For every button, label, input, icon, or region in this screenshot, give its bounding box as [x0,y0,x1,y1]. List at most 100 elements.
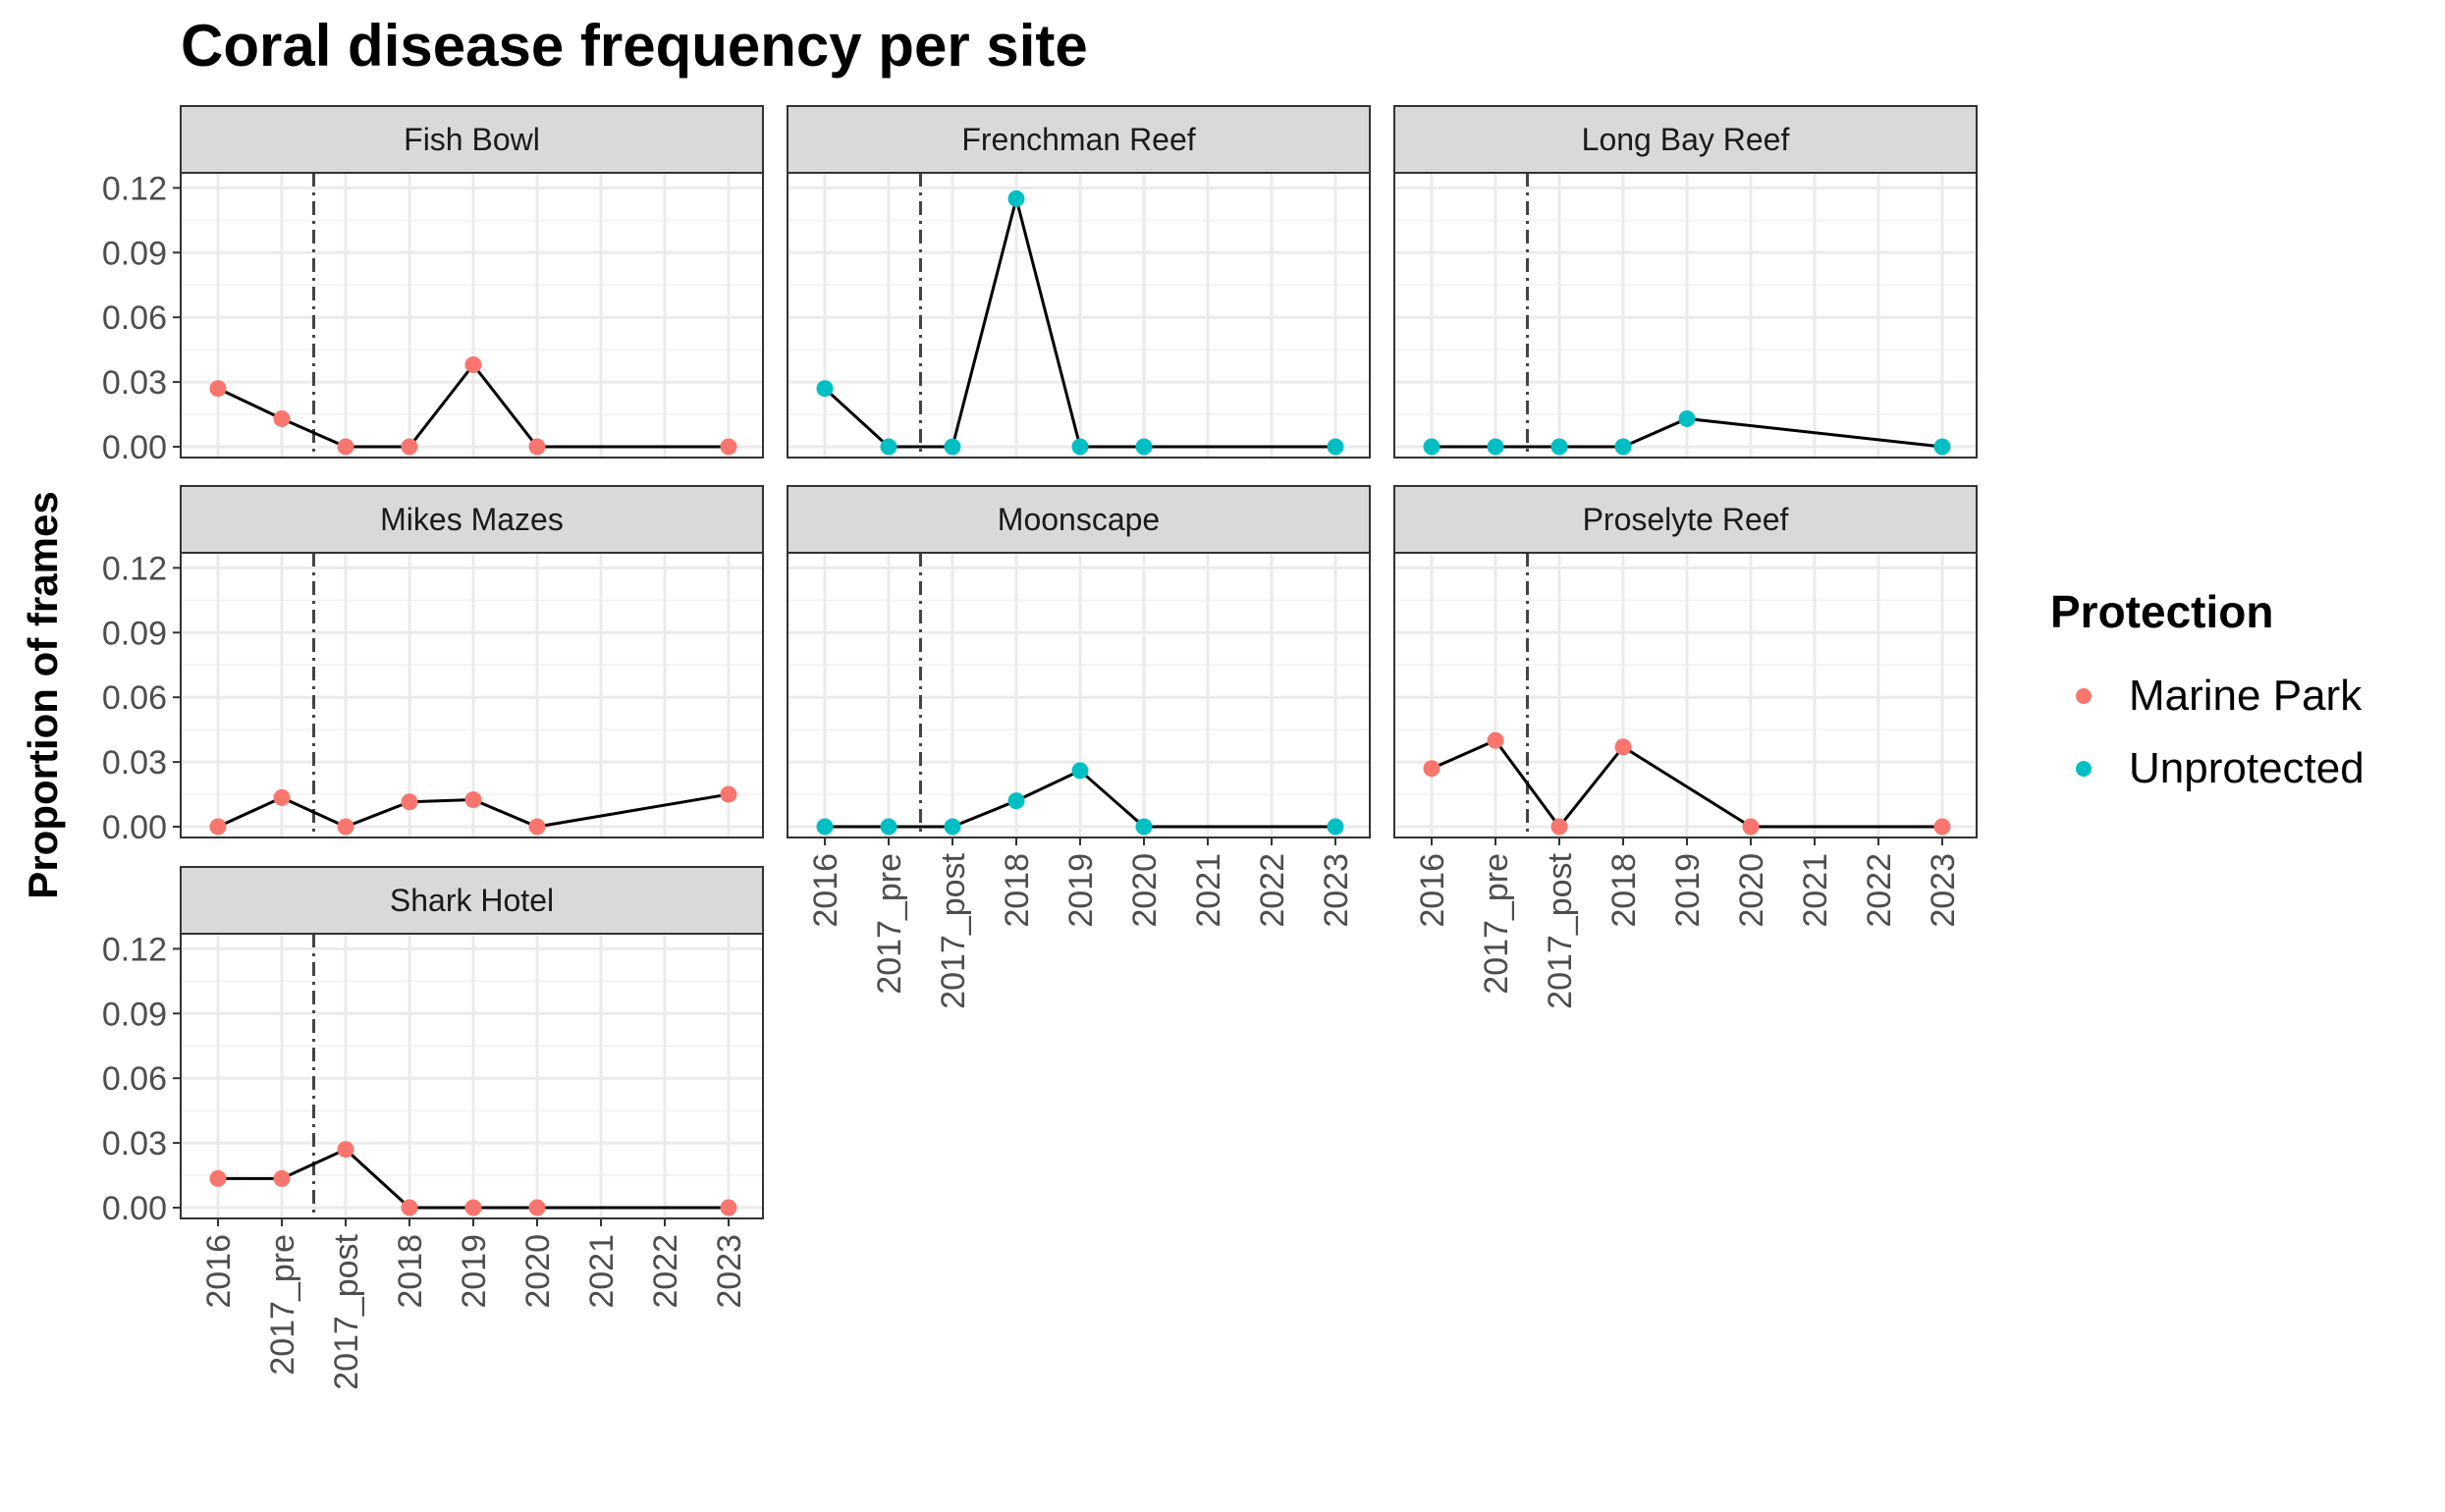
facet-border-mikes-mazes [180,552,764,838]
data-point [1550,438,1568,456]
data-point [1742,818,1760,836]
facet-strip-label-frenchman-reef: Frenchman Reef [961,122,1195,157]
facet-strip-long-bay-reef [1393,105,1978,174]
data-point [1071,438,1089,456]
data-point [1135,818,1153,836]
data-point [1678,409,1696,427]
data-point [1423,438,1440,456]
facet-border-frenchman-reef [787,172,1371,459]
x-tick-label: 2022 [1254,853,1291,928]
y-tick-label: 0.00 [102,1190,167,1227]
x-tick-label: 2017_pre [871,853,908,995]
x-tick-label: 2016 [807,853,844,928]
series-line-long-bay-reef [1432,416,1943,449]
data-point [273,788,291,806]
data-point [720,438,737,456]
y-tick-label: 0.12 [102,931,167,968]
y-tick-label: 0.00 [102,809,167,846]
x-tick-label: 2018 [999,853,1036,928]
facet-border-fish-bowl [180,172,764,459]
data-point [337,1141,354,1159]
facet-strip-label-mikes-mazes: Mikes Mazes [380,502,564,537]
data-point [464,356,482,374]
y-tick-label: 0.06 [102,299,167,337]
data-point [528,1199,546,1216]
facet-frenchman-reef: Frenchman Reef [787,105,1371,459]
facet-strip-proselyte-reef [1393,485,1978,554]
x-tick-label: 2022 [1861,853,1898,928]
x-tick-label: 2018 [1605,853,1643,928]
data-point [1487,438,1504,456]
data-point [209,1169,227,1187]
y-tick-label: 0.06 [102,679,167,717]
x-tick-label: 2018 [392,1234,429,1309]
data-point [816,818,834,836]
legend-title: Protection [2050,586,2274,637]
data-point [1071,762,1089,780]
data-point [464,1199,482,1216]
data-point [1007,792,1025,810]
facet-proselyte-reef: Proselyte Reef 2016 2017_pre 2017_post 2018 2… [1393,485,1978,1009]
facet-strip-label-shark-hotel: Shark Hotel [390,883,554,918]
facet-strip-moonscape [787,485,1371,554]
y-tick-label: 0.03 [102,1125,167,1162]
x-tick-label: 2020 [519,1234,557,1309]
facet-shark-hotel: Shark Hotel 0.00 0.03 0.06 0.09 0.12 2016 2017_… [102,866,764,1390]
x-tick-label: 2016 [1414,853,1451,928]
chart-title: Coral disease frequency per site [181,13,1088,79]
facet-mikes-mazes: Mikes Mazes 0.00 0.03 0.06 0.09 0.12 [102,485,764,846]
y-tick-label: 0.09 [102,615,167,652]
facet-strip-fish-bowl [180,105,764,174]
facet-strip-label-long-bay-reef: Long Bay Reef [1582,122,1790,157]
data-point [1327,438,1344,456]
facet-moonscape: Moonscape 2016 2017_pre 2017_post 2018 2019 20… [787,485,1371,1009]
data-point [1614,738,1632,756]
facet-strip-mikes-mazes [180,485,764,554]
data-point [1007,189,1025,207]
x-tick-label: 2017_post [1542,852,1579,1008]
x-tick-label: 2020 [1126,853,1164,928]
x-tick-label: 2017_pre [1478,853,1515,995]
x-tick-label: 2017_post [328,1233,365,1389]
x-tick-label: 2019 [456,1234,493,1309]
y-tick-label: 0.06 [102,1060,167,1098]
facet-strip-label-proselyte-reef: Proselyte Reef [1583,502,1789,537]
data-point [401,793,418,811]
legend-item-unprotected: Unprotected [2050,732,2364,805]
y-tick-label: 0.00 [102,429,167,466]
x-tick-label: 2019 [1669,853,1707,928]
data-point [944,818,961,836]
data-point [273,1169,291,1187]
x-tick-label: 2021 [1797,853,1834,928]
y-tick-label: 0.03 [102,744,167,782]
data-point [273,409,291,427]
x-tick-label: 2016 [200,1234,238,1309]
legend-label-unprotected: Unprotected [2129,744,2364,792]
x-tick-label: 2017_pre [264,1234,301,1376]
data-point [1423,760,1440,778]
x-tick-label: 2023 [1925,853,1962,928]
series-line-proselyte-reef [1431,738,1942,830]
facet-border-proselyte-reef [1393,552,1978,838]
data-point [816,380,834,398]
data-point [720,785,737,803]
x-tick-label: 2017_post [935,852,972,1008]
facet-border-shark-hotel [180,933,764,1219]
data-point [337,438,354,456]
y-tick-label: 0.09 [102,996,167,1033]
data-point [1933,818,1951,836]
facet-strip-label-moonscape: Moonscape [998,502,1160,537]
x-tick-label: 2021 [1190,853,1227,928]
data-point [1614,438,1632,456]
legend: Protection Marine Park Unprotected [2050,585,2364,805]
facet-strip-shark-hotel [180,866,764,935]
legend-marker-unprotected [2076,761,2092,777]
data-point [944,438,961,456]
data-point [337,818,354,836]
data-point [720,1199,737,1216]
legend-marker-marine-park [2076,688,2092,704]
facet-fish-bowl: Fish Bowl 0.00 0.03 0.06 0.09 0.12 [102,105,764,466]
x-tick-label: 2023 [1318,853,1355,928]
facet-long-bay-reef: Long Bay Reef [1393,105,1978,459]
